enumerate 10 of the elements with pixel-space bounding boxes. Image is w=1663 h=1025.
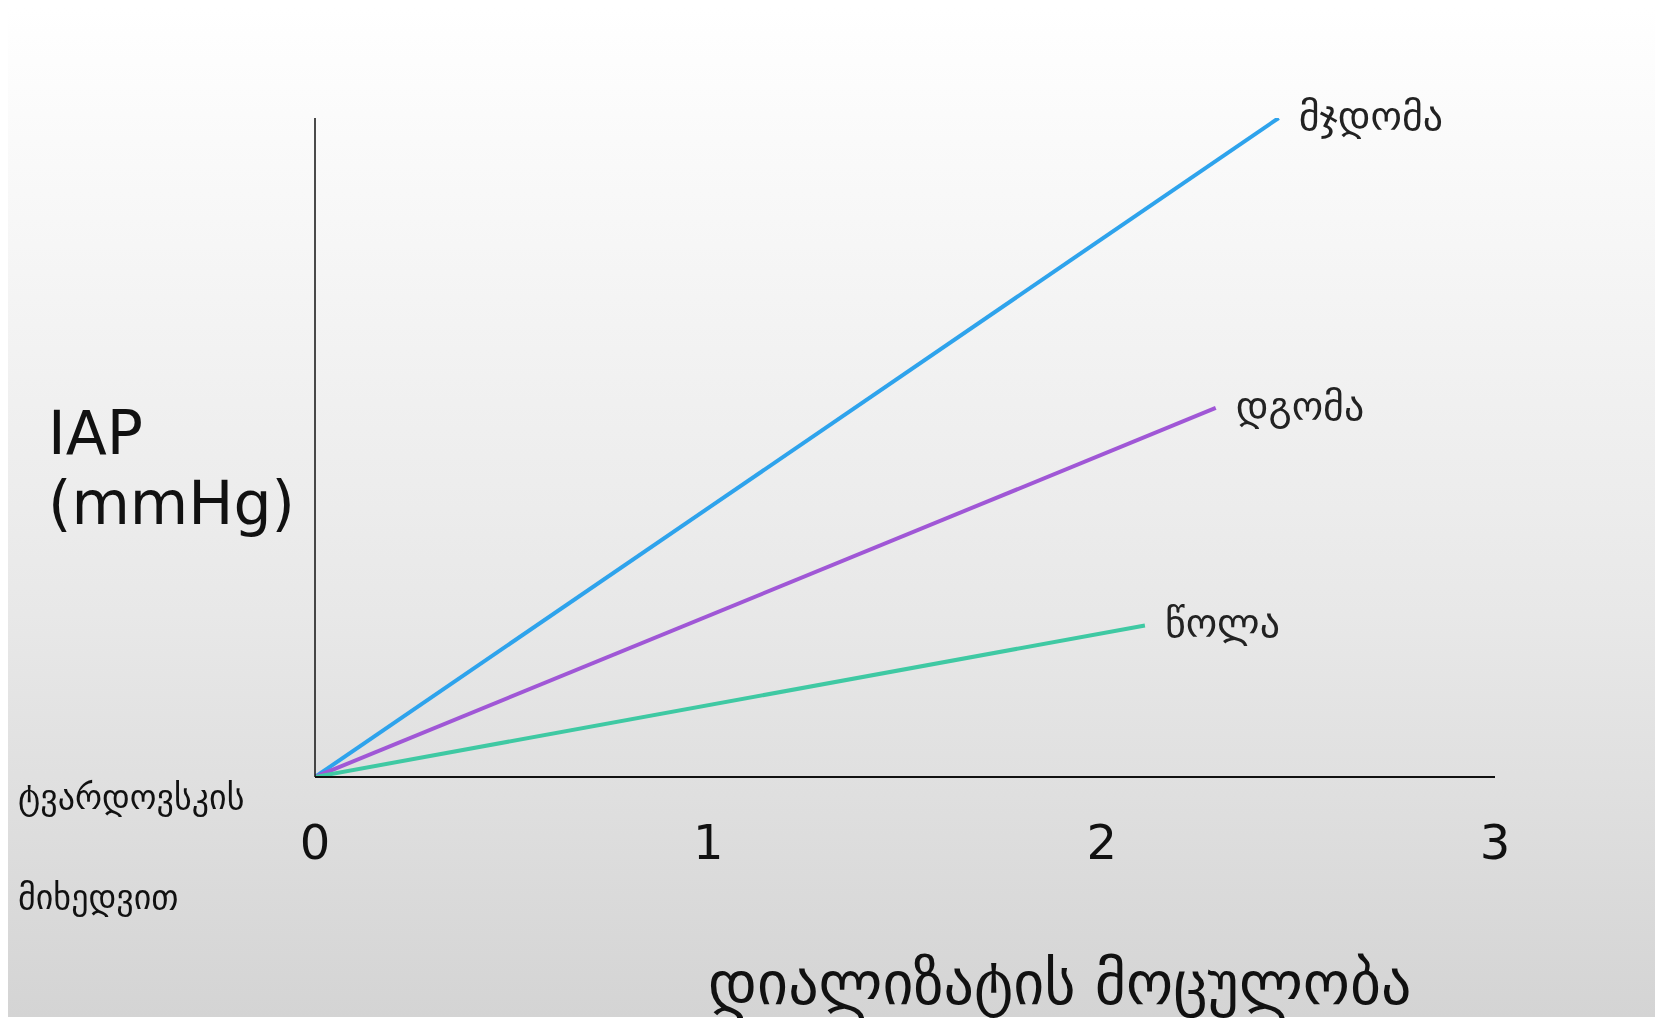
x-tick-label: 0	[299, 814, 331, 871]
x-tick-label: 1	[693, 814, 724, 871]
series-label: მჯდომა	[1298, 93, 1444, 139]
x-axis-title: დიალიზატის მოცულობა	[708, 948, 1412, 1018]
text: ტვარდოვსკის მიხედვით	[18, 777, 245, 917]
series-label: წოლა	[1164, 600, 1280, 647]
y-axis-title: IAP (mmHg)	[48, 398, 296, 538]
x-tick-label: 3	[1479, 814, 1511, 871]
x-tick-label: 2	[1086, 814, 1117, 871]
series-label: დგომა	[1235, 382, 1365, 429]
